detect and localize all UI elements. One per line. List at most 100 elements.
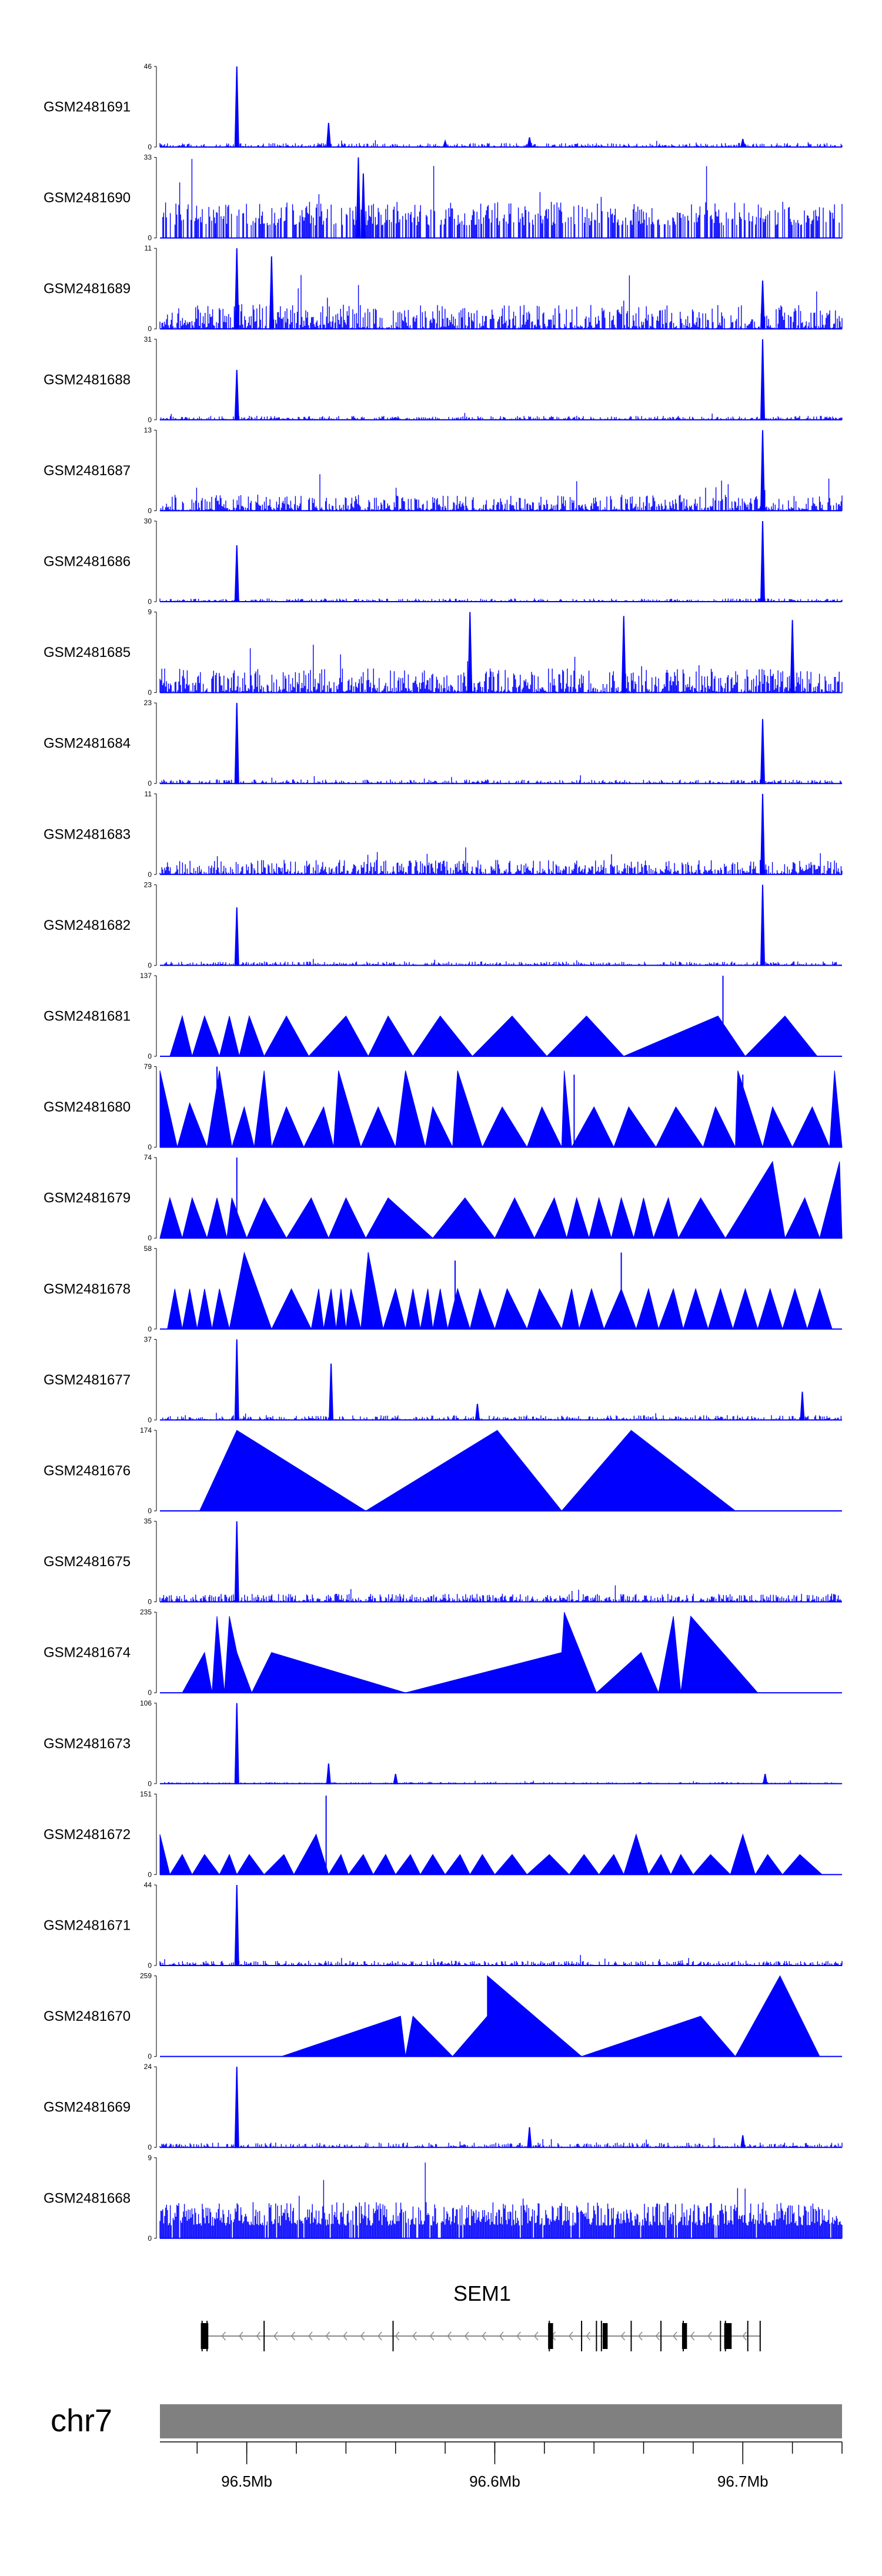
x-tick-label: 96.5Mb [221, 2472, 272, 2490]
track-label: GSM2481668 [44, 2190, 131, 2206]
signal-bars [159, 598, 843, 602]
signal-peak [527, 137, 532, 148]
y-max-label: 23 [144, 699, 152, 707]
track-label: GSM2481680 [44, 1099, 131, 1115]
track-label: GSM2481688 [44, 372, 131, 388]
track-label: GSM2481683 [44, 826, 131, 842]
track-label: GSM2481686 [44, 554, 131, 570]
y-max-label: 259 [140, 1972, 152, 1980]
signal-peak [621, 616, 626, 693]
y-max-label: 11 [145, 244, 152, 252]
signal-peak [740, 2135, 746, 2148]
gene-exon-block [548, 2323, 553, 2349]
signal-peak [356, 157, 361, 239]
signal-area [159, 1833, 823, 1876]
y-zero-label: 0 [148, 1598, 152, 1606]
track-GSM2481668: GSM2481668 9 0 [44, 2154, 843, 2243]
y-max-label: 11 [145, 790, 152, 798]
strand-arrow [447, 2331, 452, 2341]
chromosome-label: chr7 [51, 2403, 112, 2438]
signal-peak [234, 703, 239, 785]
track-GSM2481680: GSM2481680 79 0 [44, 1063, 843, 1152]
y-zero-label: 0 [148, 1870, 152, 1878]
track-GSM2481691: GSM2481691 46 0 [44, 62, 843, 151]
signal-bars [159, 275, 843, 329]
signal-bars [159, 847, 843, 875]
strand-arrow [707, 2331, 712, 2341]
y-zero-label: 0 [148, 1052, 152, 1060]
strand-arrow [655, 2331, 660, 2341]
signal-peak [234, 907, 239, 966]
signal-bars [159, 2163, 843, 2238]
signal-peak [234, 1884, 239, 1966]
signal-bars [159, 645, 843, 693]
strand-arrow [256, 2331, 261, 2341]
signal-bars [159, 1585, 842, 1602]
y-max-label: 79 [144, 1063, 152, 1071]
strand-arrow [343, 2331, 348, 2341]
y-max-label: 13 [144, 426, 152, 434]
signal-peak [234, 1703, 239, 1784]
y-max-label: 35 [144, 1517, 152, 1526]
signal-peak [442, 139, 448, 148]
y-max-label: 151 [140, 1790, 152, 1798]
track-label: GSM2481674 [44, 1645, 131, 1661]
strand-arrow [360, 2331, 365, 2341]
signal-area [167, 1251, 833, 1330]
signal-peak [360, 173, 366, 239]
strand-arrow [690, 2331, 695, 2341]
gene-label: SEM1 [453, 2281, 511, 2305]
signal-peak [760, 339, 766, 421]
strand-arrow [673, 2331, 677, 2341]
signal-peak [234, 1521, 239, 1603]
y-zero-label: 0 [148, 598, 152, 606]
track-label: GSM2481675 [44, 1554, 131, 1570]
y-zero-label: 0 [148, 961, 152, 969]
track-GSM2481671: GSM2481671 44 0 [44, 1881, 843, 1970]
y-zero-label: 0 [148, 416, 152, 424]
y-max-label: 24 [144, 2063, 152, 2071]
track-GSM2481686: GSM2481686 30 0 [44, 517, 843, 606]
y-zero-label: 0 [148, 506, 152, 515]
signal-peak [760, 719, 766, 785]
y-zero-label: 0 [148, 2053, 152, 2061]
signal-peak [740, 139, 746, 148]
signal-area [281, 1975, 820, 2057]
signal-peak [326, 122, 331, 148]
track-label: GSM2481673 [44, 1736, 131, 1751]
y-zero-label: 0 [148, 1507, 152, 1515]
y-zero-label: 0 [148, 1689, 152, 1697]
signal-bars [159, 1955, 843, 1966]
track-GSM2481683: GSM2481683 11 0 [44, 790, 843, 879]
track-GSM2481676: GSM2481676 174 0 [44, 1426, 842, 1515]
signal-peak [760, 520, 766, 602]
signal-bars [159, 140, 843, 147]
y-zero-label: 0 [148, 1325, 152, 1333]
track-label: GSM2481679 [44, 1190, 131, 1206]
strand-arrow [290, 2331, 296, 2341]
y-max-label: 44 [144, 1881, 152, 1889]
y-max-label: 23 [144, 880, 152, 889]
track-GSM2481673: GSM2481673 106 0 [44, 1699, 843, 1788]
signal-area [159, 1070, 843, 1149]
track-GSM2481688: GSM2481688 31 0 [44, 335, 843, 424]
gene-exon-block [681, 2323, 687, 2349]
signal-peak [234, 369, 239, 421]
signal-peak [329, 1363, 334, 1421]
y-max-label: 31 [144, 335, 152, 343]
track-label: GSM2481690 [44, 190, 131, 206]
signal-area [159, 1160, 843, 1240]
strand-arrow [742, 2331, 747, 2341]
signal-bars [159, 775, 843, 784]
y-max-label: 174 [140, 1426, 152, 1434]
signal-peak [760, 793, 766, 875]
signal-peak [467, 612, 473, 693]
signal-bars [159, 413, 843, 420]
signal-peak [393, 1774, 398, 1784]
track-label: GSM2481676 [44, 1463, 131, 1479]
y-zero-label: 0 [148, 325, 152, 333]
signal-peak [234, 545, 239, 602]
y-max-label: 106 [140, 1699, 152, 1707]
x-tick-label: 96.7Mb [717, 2472, 769, 2490]
strand-arrow [499, 2331, 504, 2341]
